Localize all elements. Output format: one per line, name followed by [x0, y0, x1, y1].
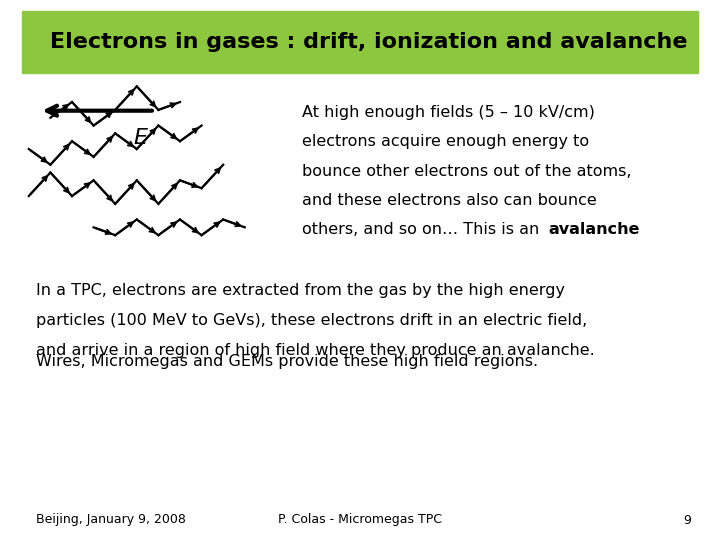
Text: In a TPC, electrons are extracted from the gas by the high energy: In a TPC, electrons are extracted from t… [36, 284, 565, 299]
Text: 9: 9 [683, 514, 691, 526]
Text: P. Colas - Micromegas TPC: P. Colas - Micromegas TPC [278, 514, 442, 526]
Text: Wires, Micromegas and GEMs provide these high field regions.: Wires, Micromegas and GEMs provide these… [36, 354, 538, 369]
Text: E: E [133, 127, 147, 148]
Bar [22, 11, 698, 73]
Text: Electrons in gases : drift, ionization and avalanche: Electrons in gases : drift, ionization a… [50, 32, 688, 52]
Text: At high enough fields (5 – 10 kV/cm): At high enough fields (5 – 10 kV/cm) [302, 105, 595, 120]
Text: and these electrons also can bounce: and these electrons also can bounce [302, 193, 597, 208]
Text: and arrive in a region of high field where they produce an avalanche.: and arrive in a region of high field whe… [36, 343, 595, 358]
Text: bounce other electrons out of the atoms,: bounce other electrons out of the atoms, [302, 164, 632, 179]
Text: others, and so on… This is an: others, and so on… This is an [302, 222, 545, 237]
Text: electrons acquire enough energy to: electrons acquire enough energy to [302, 134, 590, 150]
Text: particles (100 MeV to GeVs), these electrons drift in an electric field,: particles (100 MeV to GeVs), these elect… [36, 313, 588, 328]
Text: avalanche: avalanche [549, 222, 640, 237]
Text: Beijing, January 9, 2008: Beijing, January 9, 2008 [36, 514, 186, 526]
